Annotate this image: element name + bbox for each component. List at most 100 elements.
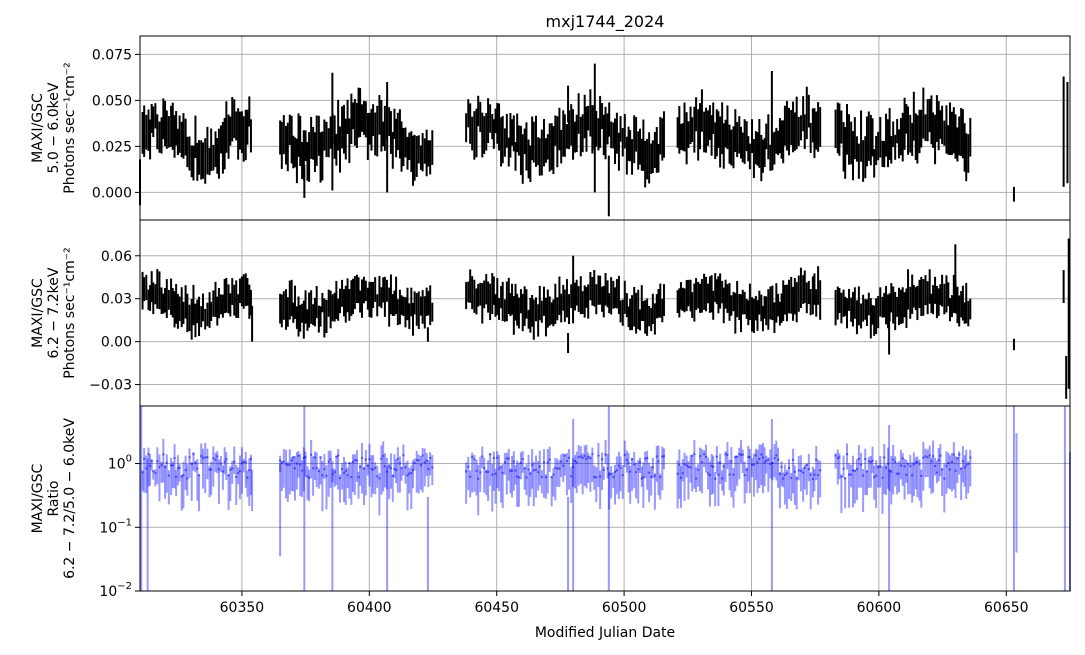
data-marker-ratio xyxy=(874,474,878,477)
data-marker-ratio xyxy=(713,477,717,481)
data-marker-ratio xyxy=(225,458,228,461)
data-marker-ratio xyxy=(901,457,904,460)
data-marker-ratio xyxy=(855,468,859,471)
data-marker-ratio xyxy=(783,473,787,477)
data-marker-ratio xyxy=(619,466,622,470)
data-marker-ratio xyxy=(634,470,638,474)
data-marker-ratio xyxy=(563,454,567,457)
data-marker-ratio xyxy=(299,463,302,466)
data-marker-ratio xyxy=(924,455,927,458)
data-marker-ratio xyxy=(662,454,666,458)
data-marker-ratio xyxy=(229,468,232,472)
x-tick-label: 60550 xyxy=(729,600,774,616)
data-marker-ratio xyxy=(627,462,630,465)
data-marker-ratio xyxy=(309,453,313,457)
data-marker-ratio xyxy=(807,467,811,471)
data-marker-ratio xyxy=(317,470,321,473)
data-marker-ratio xyxy=(366,464,370,467)
data-marker-ratio xyxy=(313,456,317,459)
data-marker-ratio xyxy=(351,460,355,464)
data-marker-ratio xyxy=(538,465,541,468)
data-marker-ratio xyxy=(227,474,230,477)
x-tick-label: 60350 xyxy=(220,600,265,616)
data-marker-ratio xyxy=(410,471,413,475)
data-marker-ratio xyxy=(542,461,546,464)
data-marker-ratio xyxy=(331,473,334,476)
y-axis-label-line: MAXI/GSC xyxy=(30,93,46,163)
data-marker-ratio xyxy=(521,457,524,461)
data-marker-ratio xyxy=(704,455,708,459)
chart-title: mxj1744_2024 xyxy=(546,12,665,32)
y-tick-label: 0.075 xyxy=(92,47,132,63)
data-marker-ratio xyxy=(935,471,939,474)
data-marker-ratio xyxy=(238,469,242,473)
data-marker-ratio xyxy=(790,476,793,480)
data-marker-ratio xyxy=(321,474,324,477)
data-marker-ratio xyxy=(380,457,383,460)
data-marker-ratio xyxy=(931,454,935,458)
data-marker-ratio xyxy=(659,475,662,479)
data-marker-ratio xyxy=(544,476,548,479)
data-marker-ratio xyxy=(565,459,569,463)
data-marker-ratio xyxy=(920,474,923,478)
data-marker-ratio xyxy=(606,467,609,470)
y-tick-label: 10−2 xyxy=(99,581,132,600)
data-marker-ratio xyxy=(765,459,768,463)
data-marker-ratio xyxy=(560,460,563,463)
data-marker-ratio xyxy=(795,477,798,480)
data-marker-ratio xyxy=(782,477,785,480)
data-marker-ratio xyxy=(645,456,649,460)
data-marker-ratio xyxy=(816,473,820,477)
data-marker-ratio xyxy=(242,460,245,464)
data-marker-ratio xyxy=(849,473,853,476)
data-marker-ratio xyxy=(745,468,748,471)
data-marker-ratio xyxy=(843,477,847,480)
data-marker-ratio xyxy=(558,467,561,470)
data-marker-ratio xyxy=(288,463,291,466)
data-marker-ratio xyxy=(548,458,551,461)
data-marker-ratio xyxy=(643,457,647,460)
data-marker-ratio xyxy=(728,473,731,476)
data-marker-ratio xyxy=(890,470,893,473)
data-marker-ratio xyxy=(750,463,754,467)
data-marker-ratio xyxy=(803,466,806,469)
data-marker-ratio xyxy=(958,453,961,456)
data-marker-ratio xyxy=(589,457,592,460)
data-marker-ratio xyxy=(425,459,428,462)
data-marker-ratio xyxy=(527,468,530,471)
data-marker-ratio xyxy=(609,472,613,476)
data-marker-ratio xyxy=(192,452,195,456)
data-marker-ratio xyxy=(571,465,575,468)
data-marker-ratio xyxy=(690,454,694,457)
data-marker-ratio xyxy=(507,457,510,460)
data-marker-ratio xyxy=(912,463,916,466)
data-marker-ratio xyxy=(158,465,161,469)
data-marker-ratio xyxy=(233,460,236,463)
y-tick-label: 0.000 xyxy=(92,185,132,201)
data-marker-ratio xyxy=(400,466,403,470)
data-marker-ratio xyxy=(512,460,516,463)
data-marker-ratio xyxy=(223,460,226,463)
data-marker-ratio xyxy=(497,467,501,470)
data-marker-ratio xyxy=(893,460,897,464)
data-marker-ratio xyxy=(718,461,722,465)
data-marker-ratio xyxy=(311,467,315,470)
data-marker-ratio xyxy=(916,460,919,464)
data-marker-ratio xyxy=(154,471,157,475)
data-marker-ratio xyxy=(428,456,432,460)
data-marker-ratio xyxy=(809,473,812,477)
y-axis-label-line: MAXI/GSC xyxy=(30,463,46,533)
y-axis-label-line: Ratio xyxy=(46,481,62,517)
data-marker-ratio xyxy=(246,476,249,479)
data-marker-ratio xyxy=(304,455,307,459)
panel-frame xyxy=(139,405,1071,592)
data-marker-ratio xyxy=(470,455,474,459)
data-marker-ratio xyxy=(859,463,863,466)
data-marker-ratio xyxy=(847,473,851,476)
data-marker-ratio xyxy=(959,467,963,470)
data-marker-ratio xyxy=(685,464,688,467)
data-marker-ratio xyxy=(150,459,153,463)
data-marker-ratio xyxy=(406,474,409,477)
data-marker-ratio xyxy=(735,455,739,458)
data-marker-ratio xyxy=(909,464,912,468)
